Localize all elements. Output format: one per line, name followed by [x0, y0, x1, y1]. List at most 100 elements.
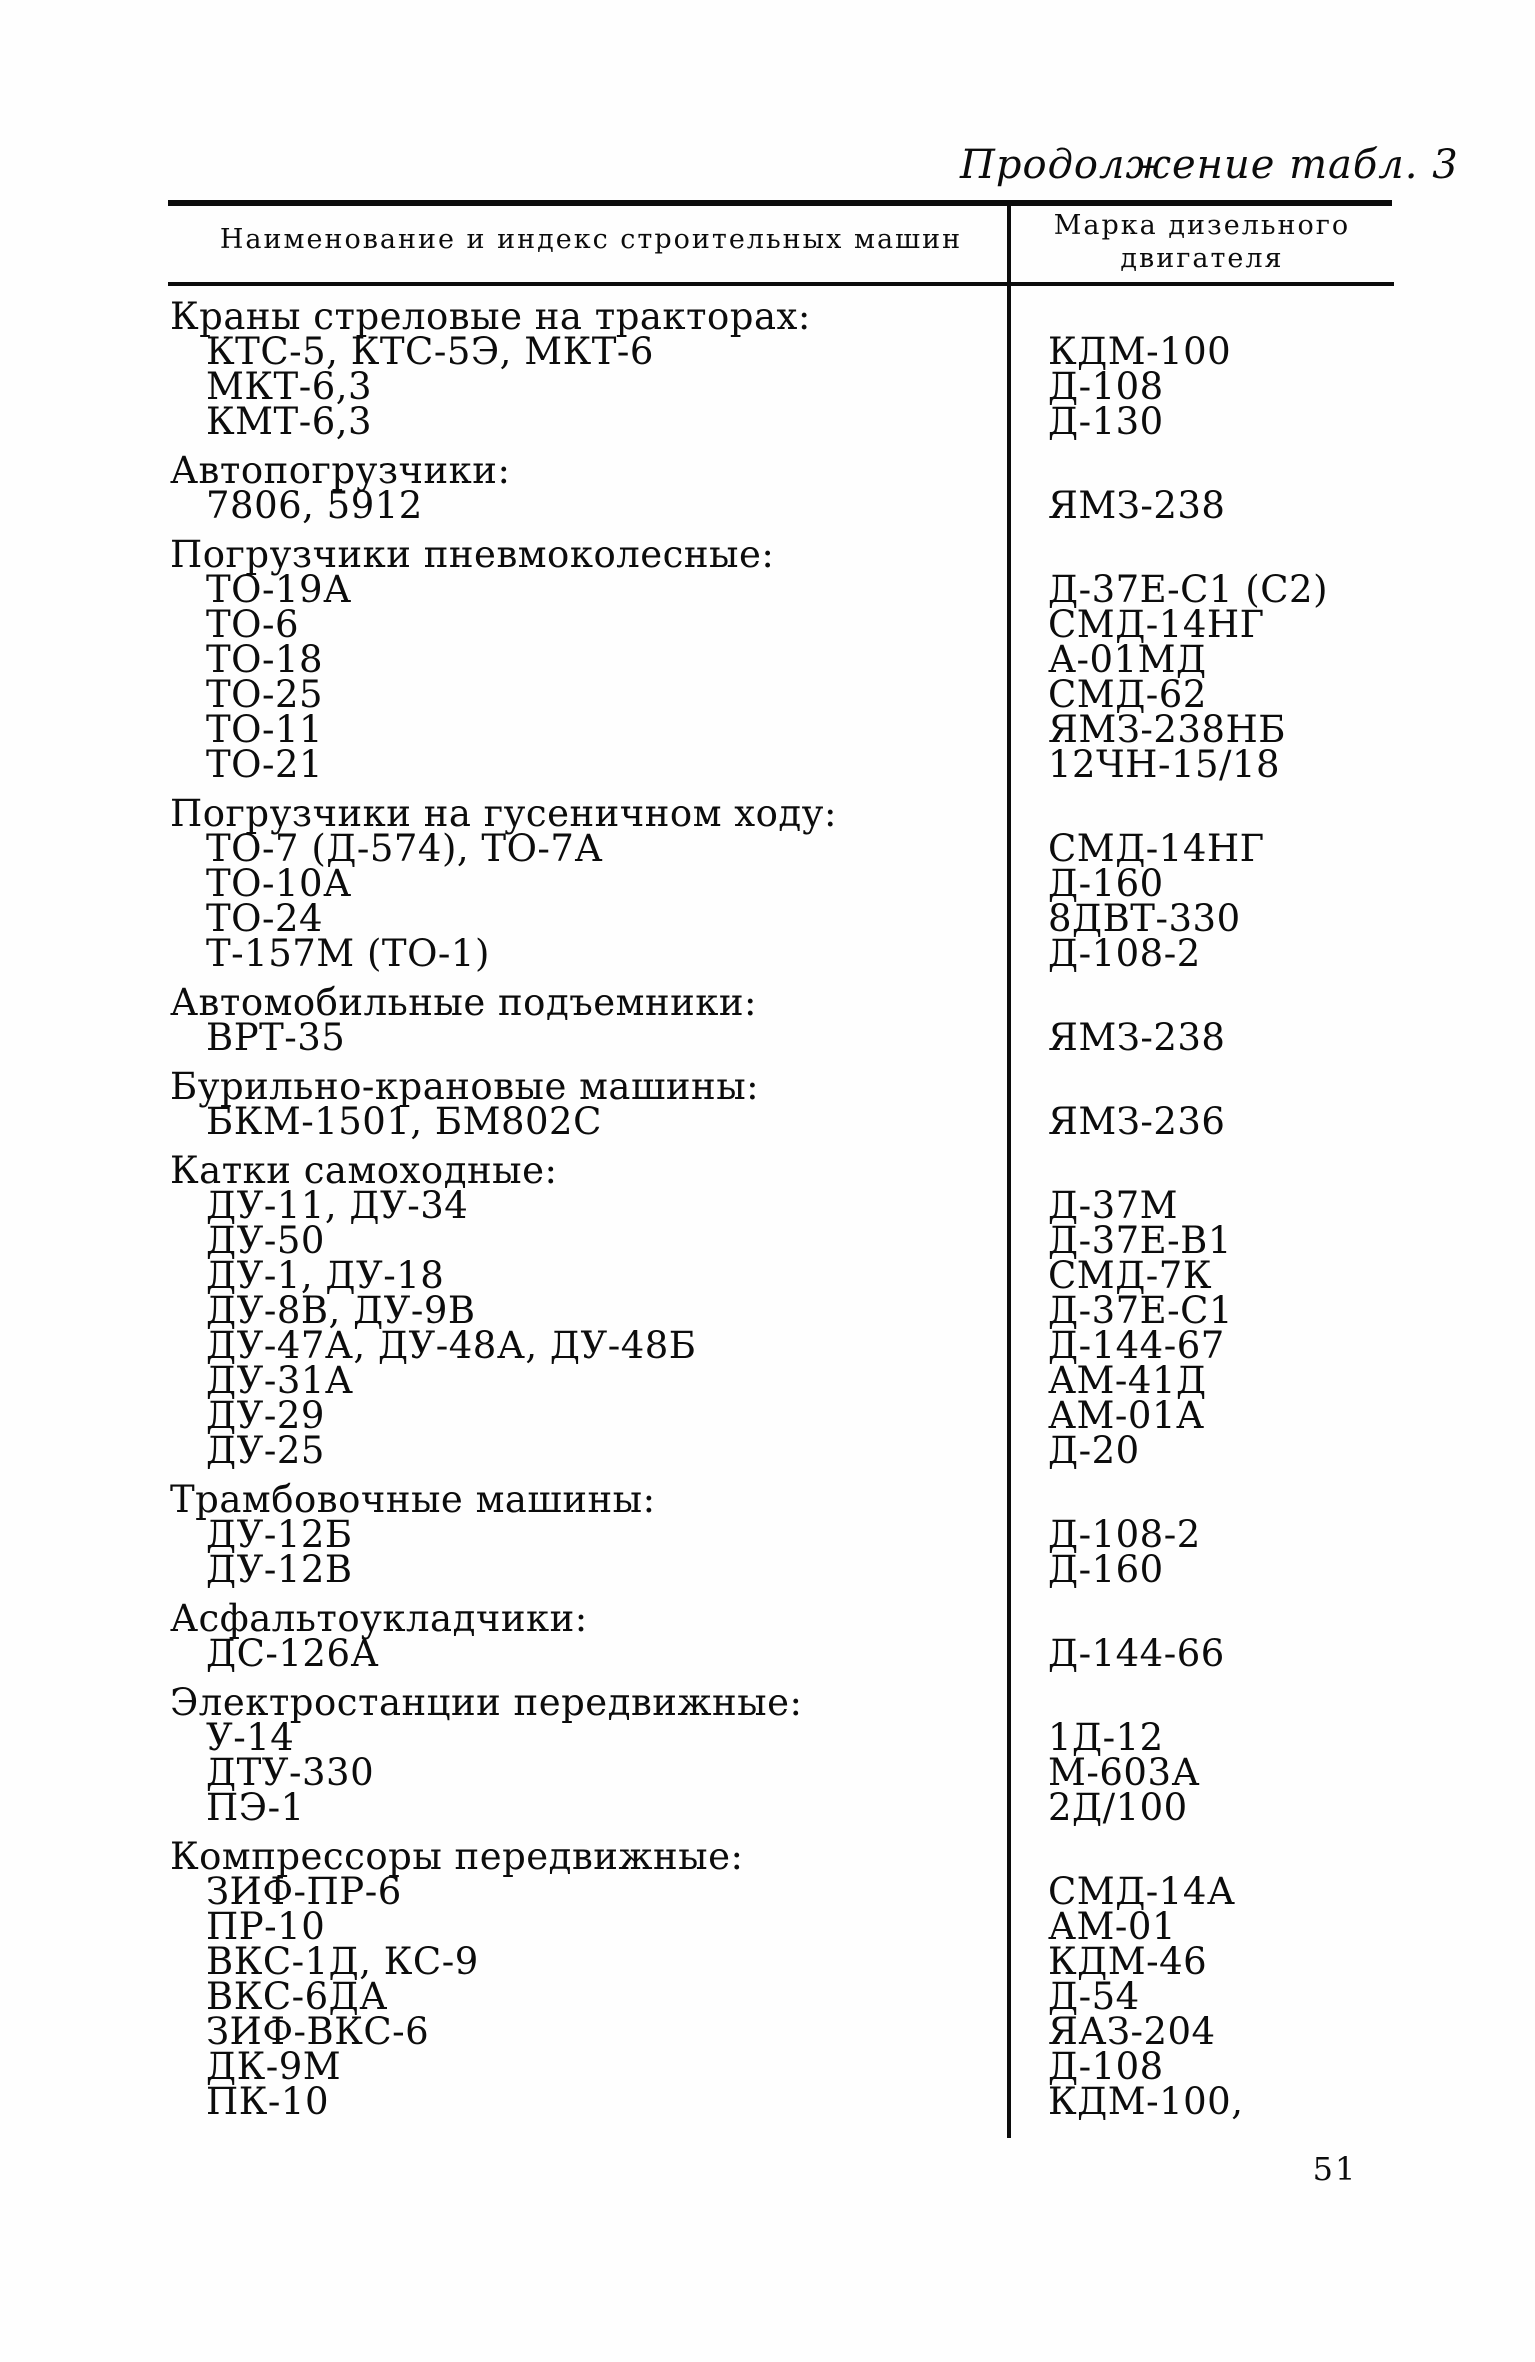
engine-cell: Д-160 [1048, 1548, 1164, 1591]
engine-cell: М-603А [1048, 1751, 1201, 1794]
engine-cell: АМ-01А [1048, 1394, 1205, 1437]
table-row: ДУ-25 Д-20 [170, 1429, 1392, 1472]
engine-cell: А-01МД [1048, 638, 1207, 681]
machine-cell: ВРТ-35 [206, 1016, 346, 1059]
machine-cell: ЗИФ-ПР-6 [206, 1870, 402, 1913]
machine-cell: ТО-24 [206, 897, 324, 940]
table-row: У-14 1Д-12 [170, 1716, 1392, 1759]
machine-cell: ДУ-29 [206, 1394, 325, 1437]
column-header-machines: Наименование и индекс строительных машин [219, 224, 963, 255]
table-row: ТО-6 СМД-14НГ [170, 603, 1392, 646]
table-row: ЗИФ-ПР-6 СМД-14А [170, 1870, 1392, 1913]
table-section: Бурильно-крановые машины: БКМ-1501, БМ802… [170, 1065, 1392, 1140]
table-section: Катки самоходные: ДУ-11, ДУ-34 Д-37М ДУ-50 Д… [170, 1149, 1392, 1472]
header-rule [168, 282, 1394, 286]
page-number: 51 [1312, 2150, 1358, 2188]
table-row: МКТ-6,3 Д-108 [170, 365, 1392, 408]
section-title: Бурильно-крановые машины: [170, 1065, 760, 1108]
machine-cell: ТО-7 (Д-574), ТО-7А [206, 827, 603, 870]
table-section: Погрузчики на гусеничном ходу: ТО-7 (Д-57… [170, 792, 1392, 975]
table-row: БКМ-1501, БМ802С ЯМЗ-236 [170, 1103, 1392, 1140]
engine-cell: Д-108 [1048, 2045, 1164, 2088]
table-row: ДУ-12В Д-160 [170, 1548, 1392, 1591]
table-row: ДС-126А Д-144-66 [170, 1632, 1392, 1675]
table-row: ДУ-31А АМ-41Д [170, 1359, 1392, 1402]
machine-cell: Т-157М (ТО-1) [206, 932, 490, 975]
engine-cell: Д-144-67 [1048, 1324, 1225, 1367]
machine-cell: У-14 [206, 1716, 295, 1759]
table-section: Компрессоры передвижные: ЗИФ-ПР-6 СМД-14А П… [170, 1835, 1392, 2123]
table-body: Краны стреловые на тракторах: КТС-5, КТС-… [170, 295, 1392, 2123]
table-row: ПР-10 АМ-01 [170, 1908, 1392, 1945]
engine-cell: КДМ-100, [1048, 2080, 1244, 2123]
engine-cell: 1Д-12 [1048, 1716, 1164, 1759]
table-row: ЗИФ-ВКС-6 ЯАЗ-204 [170, 2010, 1392, 2053]
engine-cell: СМД-7К [1048, 1254, 1212, 1297]
section-title: Трамбовочные машины: [170, 1478, 656, 1521]
table-row: ВКС-6ДА Д-54 [170, 1975, 1392, 2018]
section-title: Автопогрузчики: [170, 449, 511, 492]
section-title: Автомобильные подъемники: [170, 981, 758, 1024]
table-row: ТО-7 (Д-574), ТО-7А СМД-14НГ [170, 827, 1392, 870]
engine-cell: Д-130 [1048, 400, 1164, 443]
section-title: Погрузчики на гусеничном ходу: [170, 792, 837, 835]
engine-cell: АМ-41Д [1048, 1359, 1207, 1402]
machine-cell: ТО-18 [206, 638, 324, 681]
engine-cell: Д-108-2 [1048, 1513, 1201, 1556]
table-row: ТО-11 ЯМЗ-238НБ [170, 708, 1392, 751]
engine-cell: СМД-14НГ [1048, 603, 1265, 646]
machine-cell: ДУ-25 [206, 1429, 325, 1472]
machine-cell: ВКС-1Д, КС-9 [206, 1940, 479, 1983]
section-title: Компрессоры передвижные: [170, 1835, 744, 1878]
table-row: КМТ-6,3 Д-130 [170, 400, 1392, 443]
table-row: ДУ-8В, ДУ-9В Д-37Е-С1 [170, 1292, 1392, 1329]
machine-cell: МКТ-6,3 [206, 365, 373, 408]
section-title: Погрузчики пневмоколесные: [170, 533, 775, 576]
table-section: Автопогрузчики: 7806, 5912 ЯМЗ-238 [170, 449, 1392, 524]
machine-cell: ДУ-11, ДУ-34 [206, 1184, 469, 1227]
table-row: ТО-19А Д-37Е-С1 (С2) [170, 571, 1392, 608]
table-row: ДТУ-330 М-603А [170, 1751, 1392, 1794]
table-row: ДУ-50 Д-37Е-В1 [170, 1219, 1392, 1262]
engine-cell: Д-108 [1048, 365, 1164, 408]
engine-cell: Д-37Е-В1 [1048, 1219, 1232, 1262]
engine-cell: Д-160 [1048, 862, 1164, 905]
engine-cell: ЯМЗ-238НБ [1048, 708, 1286, 751]
engine-cell: 12ЧН-15/18 [1048, 743, 1281, 786]
engine-cell: 8ДВТ-330 [1048, 897, 1241, 940]
table-row: Т-157М (ТО-1) Д-108-2 [170, 932, 1392, 975]
engine-cell: Д-20 [1048, 1429, 1140, 1472]
machine-cell: ТО-25 [206, 673, 324, 716]
engine-cell: Д-144-66 [1048, 1632, 1225, 1675]
table-section: Асфальтоукладчики: ДС-126А Д-144-66 [170, 1597, 1392, 1675]
machine-cell: ДУ-31А [206, 1359, 354, 1402]
machine-cell: ЗИФ-ВКС-6 [206, 2010, 430, 2053]
machine-cell: ДУ-47А, ДУ-48А, ДУ-48Б [206, 1324, 697, 1367]
engine-cell: СМД-14НГ [1048, 827, 1265, 870]
table-row: ТО-21 12ЧН-15/18 [170, 743, 1392, 786]
table-row: ДУ-47А, ДУ-48А, ДУ-48Б Д-144-67 [170, 1324, 1392, 1367]
column-divider [1007, 200, 1011, 2138]
table-row: ПЭ-1 2Д/100 [170, 1786, 1392, 1829]
table-row: ТО-18 А-01МД [170, 638, 1392, 681]
engine-cell: КДМ-46 [1048, 1940, 1208, 1983]
column-header-engine: Марка дизельного двигателя [1053, 210, 1351, 274]
engine-cell: СМД-14А [1048, 1870, 1236, 1913]
engine-cell: Д-37М [1048, 1184, 1179, 1227]
section-title: Катки самоходные: [170, 1149, 558, 1192]
table-row: ТО-24 8ДВТ-330 [170, 897, 1392, 940]
table-row: ТО-25 СМД-62 [170, 673, 1392, 716]
machine-cell: КМТ-6,3 [206, 400, 373, 443]
engine-cell: Д-108-2 [1048, 932, 1201, 975]
table-row: ВКС-1Д, КС-9 КДМ-46 [170, 1940, 1392, 1983]
table-row: ДК-9М Д-108 [170, 2045, 1392, 2088]
table-section: Электростанции передвижные: У-14 1Д-12 ДТУ-… [170, 1684, 1392, 1829]
section-title: Краны стреловые на тракторах: [170, 295, 811, 338]
engine-cell: 2Д/100 [1048, 1786, 1188, 1829]
table-top-rule [168, 200, 1392, 206]
table-row: ДУ-29 АМ-01А [170, 1394, 1392, 1437]
machine-cell: ВКС-6ДА [206, 1975, 388, 2018]
machine-cell: ДУ-12Б [206, 1513, 353, 1556]
section-title: Асфальтоукладчики: [170, 1597, 588, 1640]
